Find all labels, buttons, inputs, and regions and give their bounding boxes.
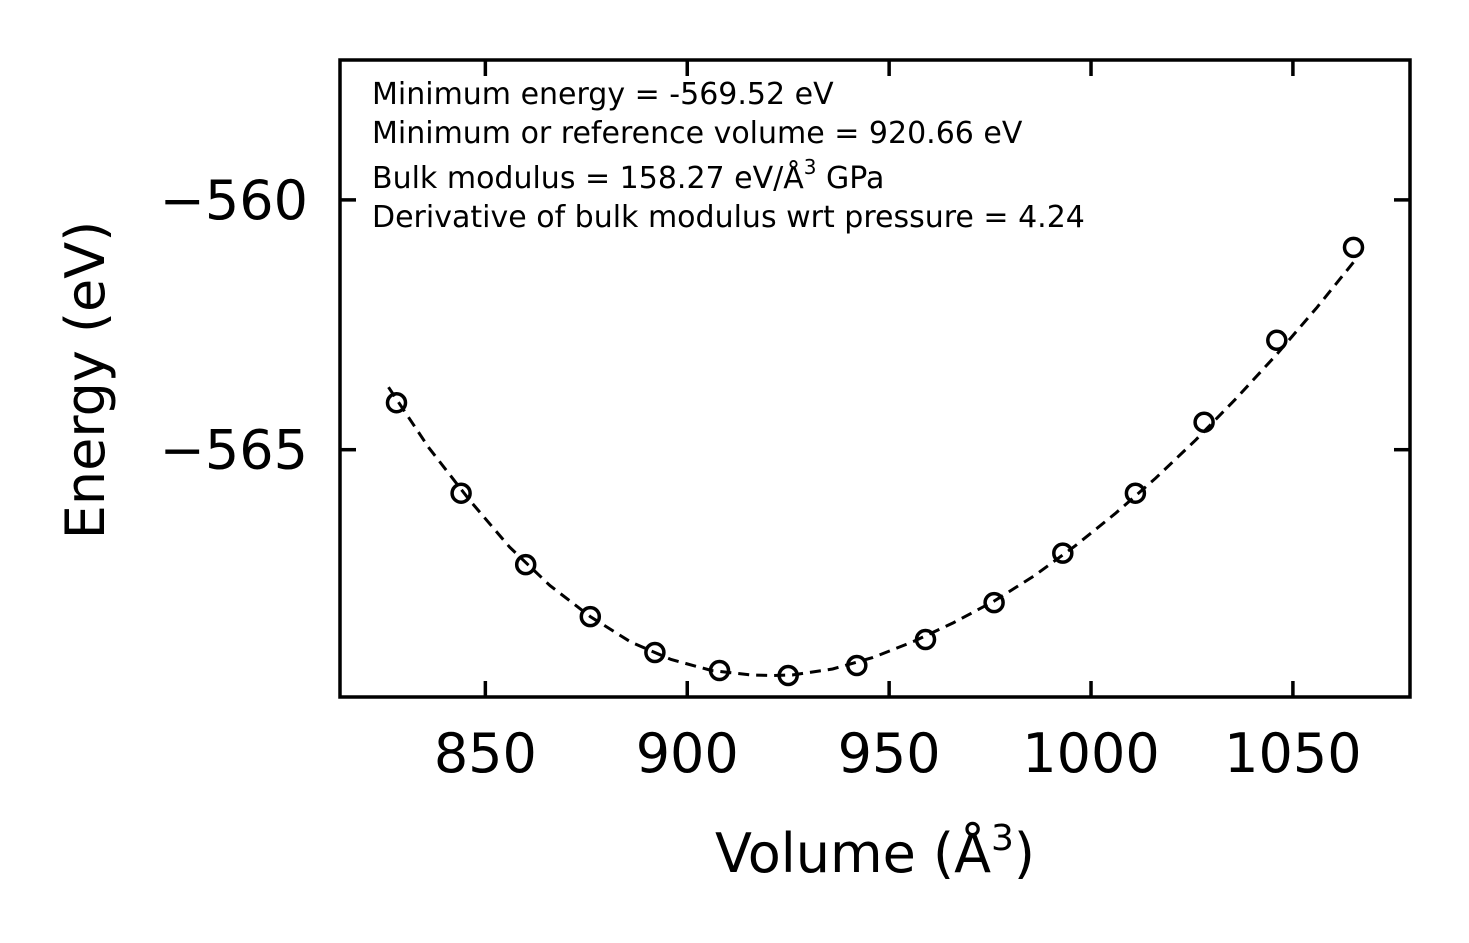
data-point — [708, 659, 731, 682]
data-point — [385, 391, 408, 414]
annotation-bulk-derivative: Derivative of bulk modulus wrt pressure … — [372, 200, 1085, 235]
data-point — [1193, 411, 1215, 433]
y-tick-label: −565 — [160, 419, 308, 482]
data-point — [579, 605, 602, 628]
data-point — [777, 664, 799, 687]
data-point — [983, 591, 1005, 614]
y-axis-label: Energy (eV) — [54, 221, 117, 540]
data-point — [514, 553, 537, 576]
fit-curve — [387, 256, 1359, 678]
data-point — [644, 641, 666, 664]
data-point — [450, 482, 472, 504]
x-axis-label: Volume (Å3) — [715, 818, 1035, 885]
data-point — [846, 654, 868, 677]
plot-frame — [338, 58, 1412, 699]
data-point — [1124, 482, 1147, 504]
x-tick-label: 1000 — [1022, 722, 1159, 785]
data-point — [1052, 542, 1074, 564]
x-tick-label: 950 — [838, 722, 941, 785]
x-tick-label: 1050 — [1224, 722, 1361, 785]
x-tick-label: 850 — [434, 722, 537, 785]
y-tick-label: −560 — [160, 169, 308, 232]
data-point — [1266, 329, 1288, 352]
annotation-bulk-modulus: Bulk modulus = 158.27 eV/Å3 GPa — [372, 155, 884, 196]
x-tick-label: 900 — [636, 722, 739, 785]
data-point — [914, 628, 937, 651]
data-point — [1342, 236, 1365, 259]
annotation-min-volume: Minimum or reference volume = 920.66 eV — [372, 116, 1023, 151]
annotation-min-energy: Minimum energy = -569.52 eV — [372, 77, 834, 112]
